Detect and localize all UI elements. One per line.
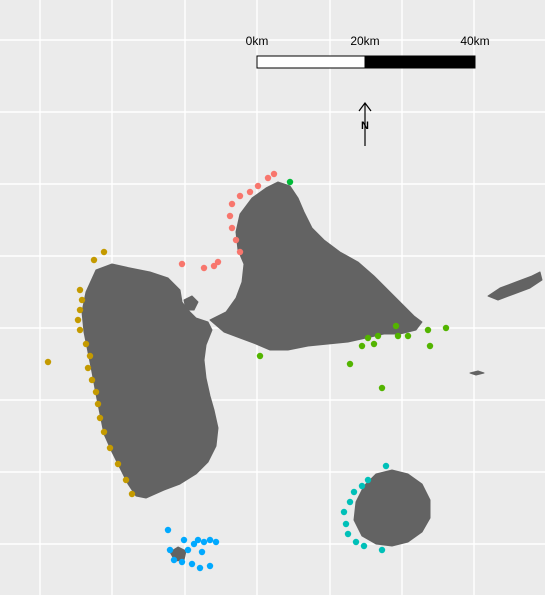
point — [254, 182, 262, 190]
point — [178, 558, 186, 566]
point — [370, 340, 378, 348]
point — [74, 316, 82, 324]
point — [184, 546, 192, 554]
point-group-2 — [286, 178, 294, 186]
point — [424, 326, 432, 334]
point — [180, 536, 188, 544]
point — [88, 376, 96, 384]
point — [92, 388, 100, 396]
point — [86, 352, 94, 360]
scale-bar-segment-white — [256, 55, 366, 69]
petite-terre-islet — [469, 370, 485, 376]
point — [346, 498, 354, 506]
point — [236, 248, 244, 256]
north-arrow-head-icon — [358, 102, 372, 112]
point — [358, 342, 366, 350]
la-desirade-island — [487, 271, 543, 301]
point — [210, 262, 218, 270]
point — [352, 538, 360, 546]
point — [94, 400, 102, 408]
point — [96, 414, 104, 422]
point — [246, 188, 254, 196]
point — [342, 520, 350, 528]
point — [76, 306, 84, 314]
point — [198, 548, 206, 556]
point — [214, 258, 222, 266]
marie-galante-island — [353, 469, 431, 547]
scale-label-0: 0km — [246, 34, 269, 48]
point — [200, 538, 208, 546]
north-label: N — [361, 120, 369, 132]
point — [190, 540, 198, 548]
scale-bar-segment-black — [364, 55, 476, 69]
point — [170, 556, 178, 564]
point — [226, 212, 234, 220]
scale-label-40: 40km — [460, 34, 489, 48]
point-group-6 — [164, 526, 220, 572]
point — [114, 460, 122, 468]
point — [206, 536, 214, 544]
point — [100, 428, 108, 436]
point — [374, 332, 382, 340]
point — [100, 248, 108, 256]
point — [106, 444, 114, 452]
point — [200, 264, 208, 272]
point — [364, 334, 372, 342]
point — [426, 342, 434, 350]
point — [404, 332, 412, 340]
scale-bar: 0km 20km 40km — [246, 34, 490, 69]
point — [82, 340, 90, 348]
grande-terre-island — [209, 181, 423, 351]
observation-points — [44, 170, 450, 572]
point — [206, 562, 214, 570]
point — [212, 538, 220, 546]
point — [364, 476, 372, 484]
point — [196, 564, 204, 572]
point — [128, 490, 136, 498]
point — [84, 364, 92, 372]
gulf-islet — [183, 295, 199, 311]
point-group-5 — [340, 462, 390, 554]
point — [166, 546, 174, 554]
point — [232, 236, 240, 244]
point — [90, 256, 98, 264]
point — [340, 508, 348, 516]
point — [256, 352, 264, 360]
point — [382, 462, 390, 470]
point — [178, 260, 186, 268]
point — [228, 200, 236, 208]
point — [78, 296, 86, 304]
scale-label-20: 20km — [350, 34, 379, 48]
point — [264, 174, 272, 182]
point — [44, 358, 52, 366]
point — [164, 526, 172, 534]
point — [228, 224, 236, 232]
point — [76, 286, 84, 294]
point — [392, 322, 400, 330]
point — [194, 536, 202, 544]
point — [286, 178, 294, 186]
point — [236, 192, 244, 200]
point-group-1 — [178, 170, 278, 272]
point — [76, 326, 84, 334]
point — [360, 542, 368, 550]
point — [350, 488, 358, 496]
point — [344, 530, 352, 538]
point — [270, 170, 278, 178]
point — [122, 476, 130, 484]
point-group-4 — [256, 322, 450, 392]
point — [378, 546, 386, 554]
point — [358, 482, 366, 490]
point — [394, 332, 402, 340]
point — [188, 560, 196, 568]
land-masses — [81, 181, 543, 562]
point — [378, 384, 386, 392]
point — [346, 360, 354, 368]
north-arrow: N — [358, 102, 372, 146]
point-group-3 — [44, 248, 136, 498]
point — [442, 324, 450, 332]
